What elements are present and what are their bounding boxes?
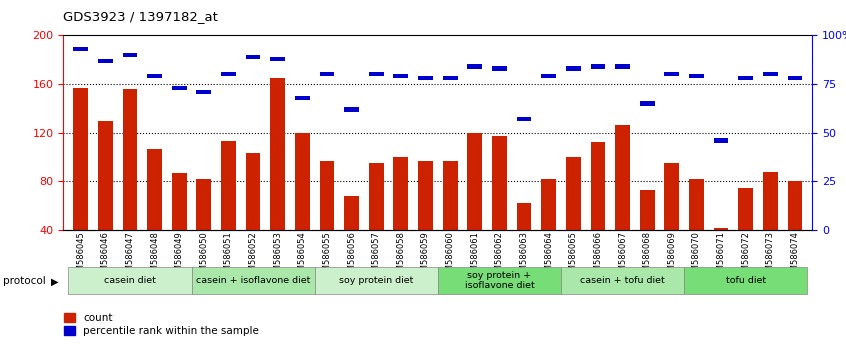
Bar [517,117,531,121]
FancyBboxPatch shape [191,267,315,294]
Bar [271,57,285,61]
Bar [467,64,482,69]
Bar [664,72,679,76]
FancyBboxPatch shape [438,267,561,294]
Bar [418,76,433,80]
Bar [221,141,236,230]
Bar [418,161,433,230]
Bar [98,58,113,63]
FancyBboxPatch shape [561,267,684,294]
Bar [566,157,580,230]
Bar [98,121,113,230]
Bar [295,133,310,230]
Bar [517,203,531,230]
Bar [739,188,753,230]
Text: ▶: ▶ [51,276,58,286]
FancyBboxPatch shape [684,267,807,294]
Bar [172,86,187,90]
Bar [123,53,137,57]
Text: GDS3923 / 1397182_at: GDS3923 / 1397182_at [63,10,218,23]
Bar [344,196,359,230]
Text: casein diet: casein diet [104,276,156,285]
Bar [566,66,580,71]
Bar [147,149,162,230]
Text: soy protein diet: soy protein diet [339,276,414,285]
Text: casein + tofu diet: casein + tofu diet [580,276,665,285]
Bar [442,76,458,80]
Bar [393,74,409,79]
Bar [74,88,88,230]
Bar [196,90,212,94]
Bar [591,142,605,230]
Bar [689,74,704,79]
Bar [196,179,212,230]
Bar [763,172,777,230]
Bar [147,74,162,79]
Bar [320,72,334,76]
Bar [271,78,285,230]
Text: protocol: protocol [3,276,46,286]
Text: tofu diet: tofu diet [726,276,766,285]
Bar [689,179,704,230]
Bar [714,138,728,143]
Bar [640,190,655,230]
Bar [591,64,605,69]
Bar [541,74,556,79]
Bar [640,101,655,106]
Bar [221,72,236,76]
Bar [492,136,507,230]
Bar [74,47,88,51]
Bar [615,64,630,69]
Bar [788,181,802,230]
Bar [393,157,409,230]
Bar [467,133,482,230]
Bar [245,153,261,230]
Bar [369,72,383,76]
Bar [492,66,507,71]
Bar [344,107,359,112]
Text: casein + isoflavone diet: casein + isoflavone diet [196,276,310,285]
Bar [664,163,679,230]
Bar [172,173,187,230]
FancyBboxPatch shape [315,267,438,294]
Legend: count, percentile rank within the sample: count, percentile rank within the sample [64,313,259,336]
Bar [442,161,458,230]
Bar [245,55,261,59]
Bar [541,179,556,230]
Bar [763,72,777,76]
Bar [369,163,383,230]
Bar [123,89,137,230]
Bar [739,76,753,80]
Bar [320,161,334,230]
Bar [295,96,310,100]
Bar [714,228,728,230]
FancyBboxPatch shape [69,267,191,294]
Bar [615,125,630,230]
Text: soy protein +
isoflavone diet: soy protein + isoflavone diet [464,271,535,290]
Bar [788,76,802,80]
